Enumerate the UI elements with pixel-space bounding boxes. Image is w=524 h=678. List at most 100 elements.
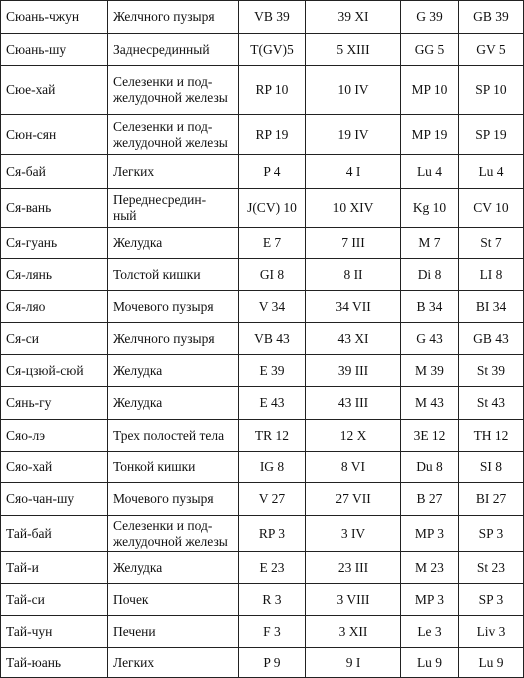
code-2: 39 III: [305, 354, 401, 387]
code-2: 10 IV: [305, 65, 401, 115]
point-name: Тай-и: [0, 551, 108, 584]
code-2: 9 I: [305, 647, 401, 678]
code-2: 12 X: [305, 419, 401, 452]
table-row: Сяо-чан-шу Мочевого пузыря V 27 27 VII B 27 B…: [0, 482, 524, 516]
code-3: M 23: [400, 551, 459, 584]
organ: Мочевого пузыря: [107, 290, 239, 323]
code-3: B 27: [400, 482, 459, 516]
code-3: GG 5: [400, 33, 459, 66]
point-name: Тай-си: [0, 583, 108, 616]
table-row: Сяо-лэ Трех полостей тела TR 12 12 X 3E 12 TH…: [0, 419, 524, 452]
code-4: SP 3: [458, 515, 524, 552]
code-4: St 7: [458, 227, 524, 259]
code-1: E 7: [238, 227, 306, 259]
point-name: Ся-ляо: [0, 290, 108, 323]
code-4: BI 27: [458, 482, 524, 516]
code-1: RP 10: [238, 65, 306, 115]
code-1: IG 8: [238, 451, 306, 483]
code-3: Lu 4: [400, 154, 459, 189]
code-4: SP 10: [458, 65, 524, 115]
point-name: Тай-юань: [0, 647, 108, 678]
code-3: MP 10: [400, 65, 459, 115]
code-2: 27 VII: [305, 482, 401, 516]
organ: Селезенки и под- желудочной железы: [107, 65, 239, 115]
code-2: 34 VII: [305, 290, 401, 323]
code-2: 43 XI: [305, 322, 401, 355]
table-row: Сюн-сян Селезенки и под- желудочной желез…: [0, 114, 524, 155]
table-row: Ся-ляо Мочевого пузыря V 34 34 VII B 34 BI 34: [0, 290, 524, 323]
point-name: Ся-гуань: [0, 227, 108, 259]
code-2: 5 XIII: [305, 33, 401, 66]
code-4: CV 10: [458, 188, 524, 228]
code-1: P 9: [238, 647, 306, 678]
code-2: 8 VI: [305, 451, 401, 483]
code-3: Le 3: [400, 615, 459, 648]
code-4: Liv 3: [458, 615, 524, 648]
code-3: B 34: [400, 290, 459, 323]
point-name: Ся-цзюй-сюй: [0, 354, 108, 387]
organ: Печени: [107, 615, 239, 648]
organ: Селезенки и под- желудочной железы: [107, 114, 239, 155]
organ: Легких: [107, 154, 239, 189]
organ: Тонкой кишки: [107, 451, 239, 483]
code-2: 8 II: [305, 258, 401, 291]
organ: Желудка: [107, 551, 239, 584]
point-name: Сюн-сян: [0, 114, 108, 155]
code-3: M 43: [400, 386, 459, 420]
code-3: G 39: [400, 0, 459, 34]
point-name: Сяо-хай: [0, 451, 108, 483]
code-1: F 3: [238, 615, 306, 648]
code-4: St 39: [458, 354, 524, 387]
table-row: Ся-вань Переднесредин- ный J(CV) 10 10 XIV K…: [0, 188, 524, 228]
code-2: 10 XIV: [305, 188, 401, 228]
code-1: E 23: [238, 551, 306, 584]
code-4: GV 5: [458, 33, 524, 66]
point-name: Сянь-гу: [0, 386, 108, 420]
organ: Желудка: [107, 227, 239, 259]
code-4: BI 34: [458, 290, 524, 323]
organ: Легких: [107, 647, 239, 678]
code-3: 3E 12: [400, 419, 459, 452]
code-1: J(CV) 10: [238, 188, 306, 228]
point-name: Сюань-чжун: [0, 0, 108, 34]
organ: Желудка: [107, 354, 239, 387]
code-3: G 43: [400, 322, 459, 355]
code-1: VB 39: [238, 0, 306, 34]
code-1: TR 12: [238, 419, 306, 452]
code-4: SP 3: [458, 583, 524, 616]
point-name: Сюань-шу: [0, 33, 108, 66]
organ: Желчного пузыря: [107, 0, 239, 34]
point-name: Сюе-хай: [0, 65, 108, 115]
code-1: T(GV)5: [238, 33, 306, 66]
point-name: Ся-вань: [0, 188, 108, 228]
organ: Желчного пузыря: [107, 322, 239, 355]
code-2: 23 III: [305, 551, 401, 584]
point-name: Сяо-чан-шу: [0, 482, 108, 516]
organ: Желудка: [107, 386, 239, 420]
code-1: R 3: [238, 583, 306, 616]
table-row: Сянь-гу Желудка E 43 43 III M 43 St 43: [0, 386, 524, 420]
code-1: VB 43: [238, 322, 306, 355]
code-1: RP 3: [238, 515, 306, 552]
code-1: V 27: [238, 482, 306, 516]
organ: Селезенки и под- желудочной железы: [107, 515, 239, 552]
code-3: Du 8: [400, 451, 459, 483]
code-4: St 43: [458, 386, 524, 420]
organ: Почек: [107, 583, 239, 616]
code-3: MP 3: [400, 583, 459, 616]
table-row: Тай-бай Селезенки и под- желудочной желез…: [0, 515, 524, 552]
code-4: GB 39: [458, 0, 524, 34]
code-2: 7 III: [305, 227, 401, 259]
code-1: E 39: [238, 354, 306, 387]
code-2: 4 I: [305, 154, 401, 189]
code-3: Lu 9: [400, 647, 459, 678]
table-row: Ся-си Желчного пузыря VB 43 43 XI G 43 GB 43: [0, 322, 524, 355]
table-row: Сюань-шу Заднесрединный T(GV)5 5 XIII GG 5 GV…: [0, 33, 524, 66]
